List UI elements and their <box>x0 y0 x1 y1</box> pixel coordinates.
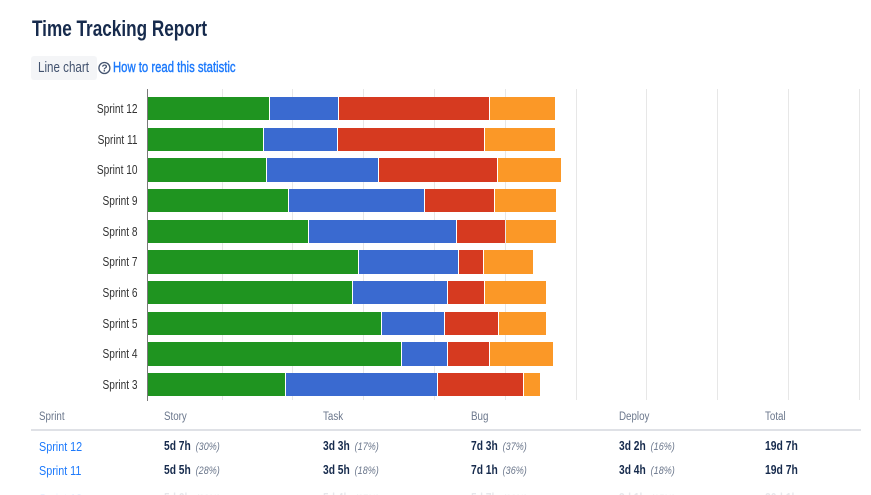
svg-text:?: ? <box>101 64 107 75</box>
